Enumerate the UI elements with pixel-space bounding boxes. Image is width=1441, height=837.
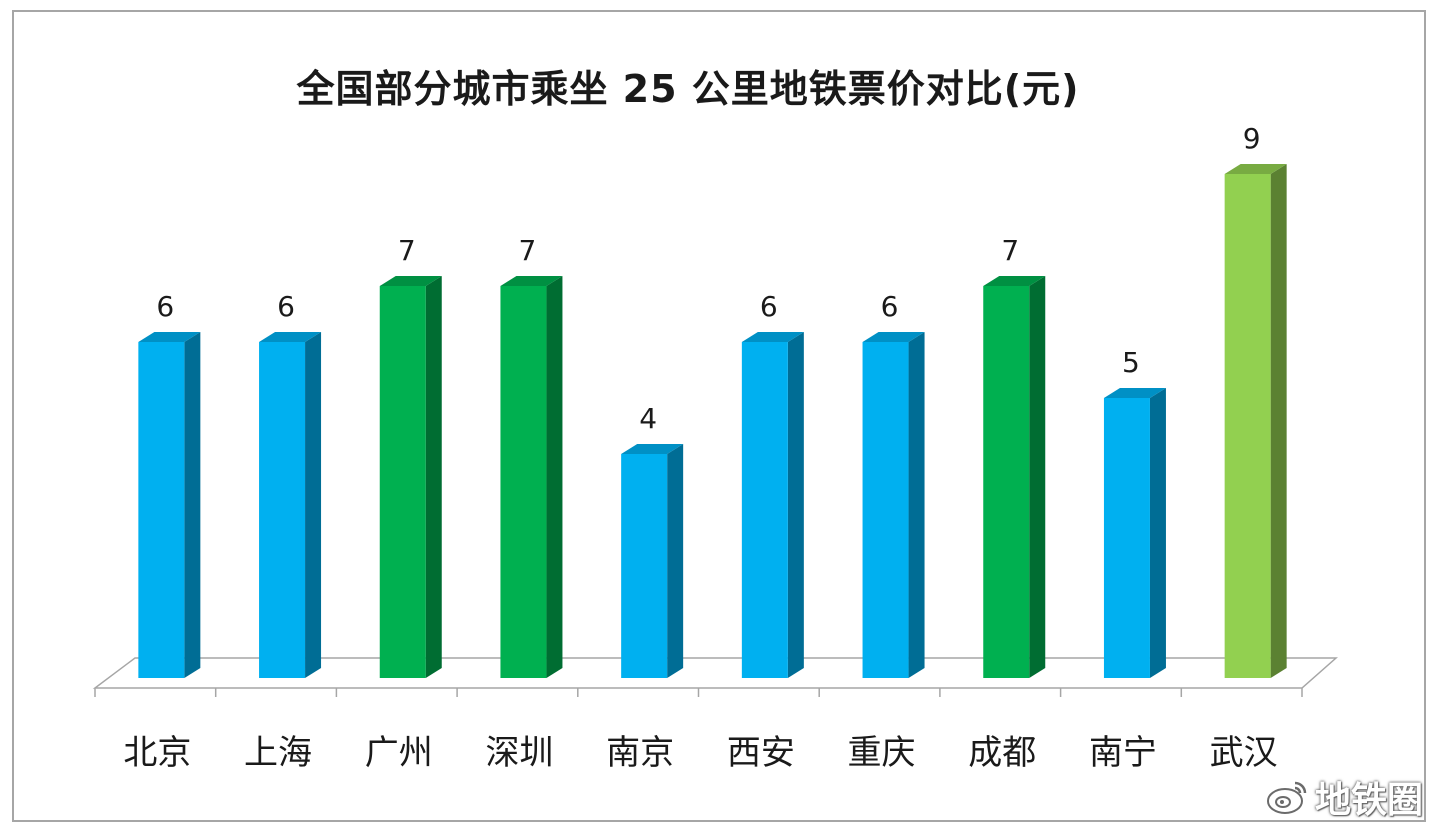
bar-南京 <box>621 444 684 678</box>
x-tick-label: 南京 <box>606 733 674 773</box>
bar-top-face <box>138 332 201 342</box>
bar-front-face <box>983 286 1030 678</box>
bar-side-face <box>908 332 925 678</box>
data-label: 4 <box>639 402 657 435</box>
bar-front-face <box>862 342 909 678</box>
bar-front-face <box>741 342 788 678</box>
bar-深圳 <box>500 276 563 678</box>
bar-side-face <box>667 444 684 678</box>
data-label: 5 <box>1122 346 1140 379</box>
bar-top-face <box>259 332 322 342</box>
chart-title: 全国部分城市乘坐 25 公里地铁票价对比(元) <box>296 67 1080 111</box>
x-tick-label: 南宁 <box>1089 733 1157 773</box>
data-label: 6 <box>760 290 778 323</box>
bar-side-face <box>1029 276 1046 678</box>
data-label: 9 <box>1243 122 1261 155</box>
watermark-text: 地铁圈 <box>1314 780 1423 821</box>
bar-武汉 <box>1224 164 1287 678</box>
labels-group: 6 北京 6 上海 7 广州 7 深圳 4 南京 6 西安 6 重庆 7 成都 5 南宁 9 武汉 <box>123 122 1277 773</box>
data-label: 7 <box>398 234 416 267</box>
x-tick-label: 成都 <box>968 733 1036 773</box>
bar-北京 <box>138 332 201 678</box>
bar-南宁 <box>1103 388 1166 678</box>
bar-重庆 <box>862 332 925 678</box>
bar-side-face <box>546 276 563 678</box>
x-tick-label: 深圳 <box>485 733 553 773</box>
bar-front-face <box>1103 398 1150 678</box>
data-label: 6 <box>881 290 899 323</box>
x-tick-label: 上海 <box>244 733 312 773</box>
bar-side-face <box>787 332 804 678</box>
bar-side-face <box>1270 164 1287 678</box>
x-tick-label: 广州 <box>365 733 433 773</box>
bar-上海 <box>259 332 322 678</box>
bar-top-face <box>621 444 684 454</box>
bar-西安 <box>741 332 804 678</box>
bar-top-face <box>500 276 563 286</box>
bar-front-face <box>138 342 185 678</box>
data-label: 6 <box>156 290 174 323</box>
x-tick-label: 西安 <box>727 733 795 773</box>
bar-front-face <box>500 286 547 678</box>
bar-side-face <box>305 332 322 678</box>
bar-top-face <box>983 276 1046 286</box>
watermark: 地铁圈 <box>1265 771 1423 823</box>
bar-top-face <box>1224 164 1287 174</box>
bar-front-face <box>1224 174 1271 678</box>
bar-side-face <box>1149 388 1166 678</box>
bar-top-face <box>379 276 442 286</box>
bar-成都 <box>983 276 1046 678</box>
x-tick-label: 武汉 <box>1210 733 1278 773</box>
bar-front-face <box>379 286 426 678</box>
x-tick-label: 北京 <box>123 733 191 773</box>
bar-side-face <box>184 332 201 678</box>
bar-side-face <box>425 276 442 678</box>
data-label: 7 <box>519 234 537 267</box>
weibo-icon <box>1266 781 1307 814</box>
bar-top-face <box>862 332 925 342</box>
bar-front-face <box>259 342 306 678</box>
bar-广州 <box>379 276 442 678</box>
bars-group <box>138 164 1287 678</box>
data-label: 6 <box>277 290 295 323</box>
data-label: 7 <box>1001 234 1019 267</box>
bar-top-face <box>741 332 804 342</box>
bar-front-face <box>621 454 668 678</box>
x-tick-label: 重庆 <box>848 733 916 773</box>
bar-top-face <box>1103 388 1166 398</box>
